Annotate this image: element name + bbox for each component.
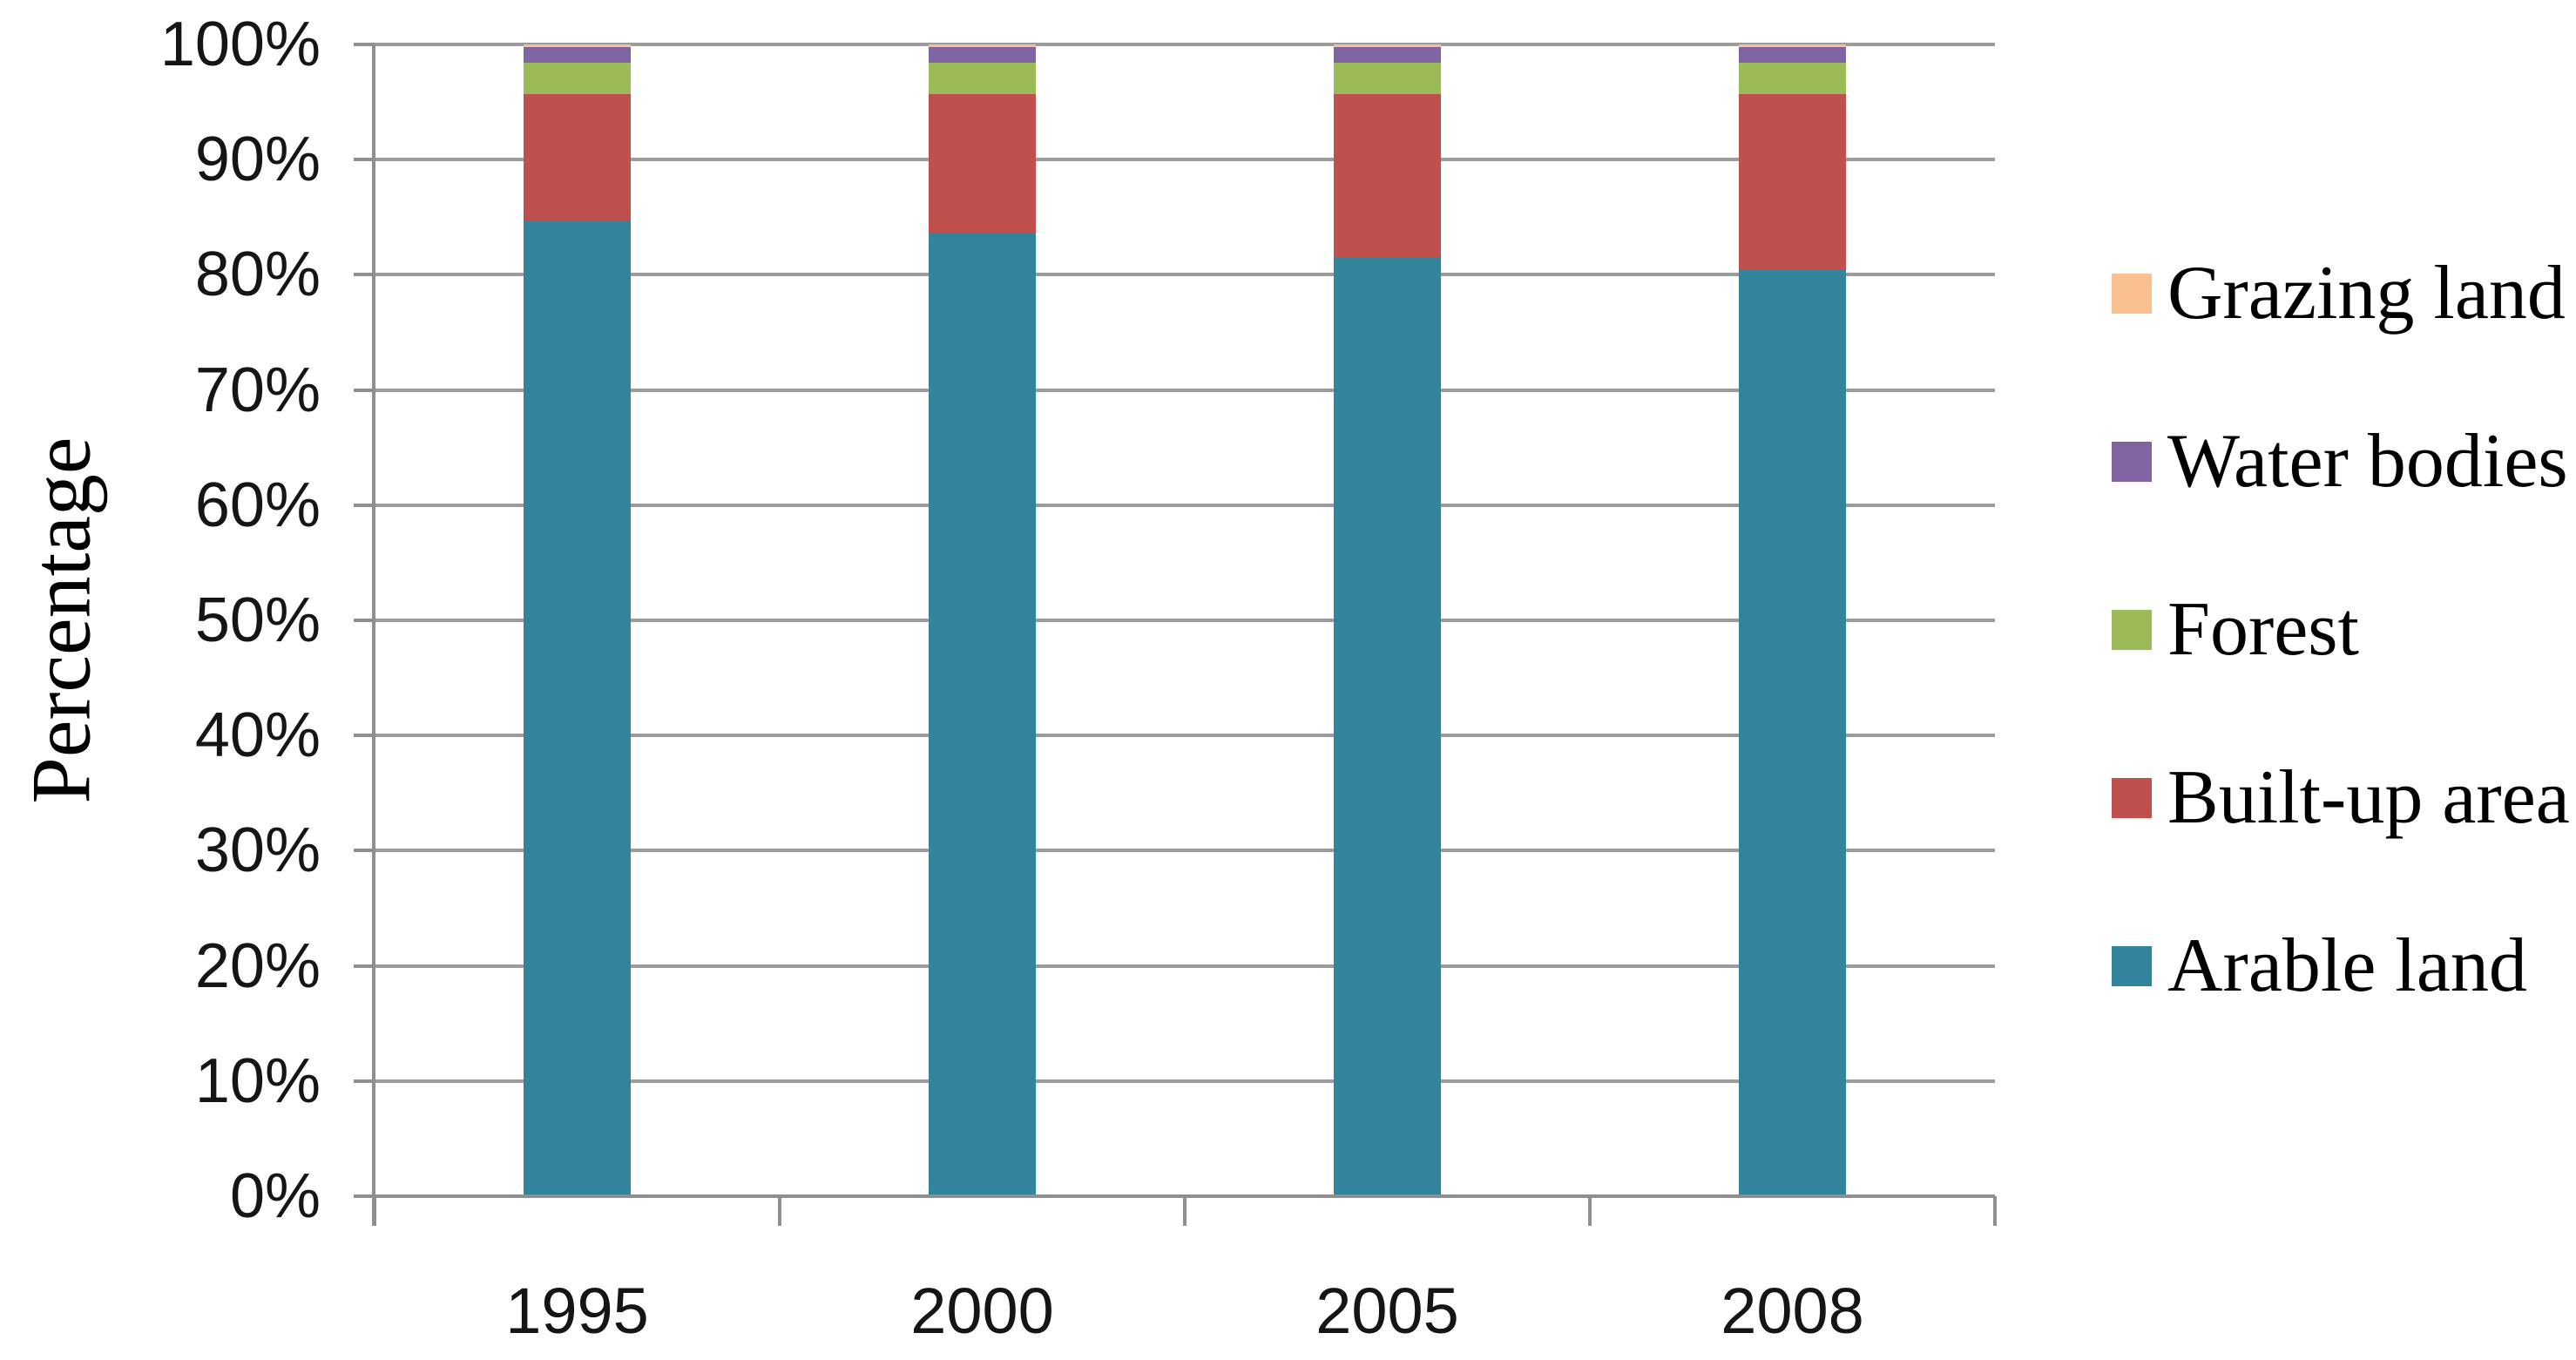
y-axis-line [372,44,375,1226]
bar-segment-built-up-area-1995 [524,93,631,221]
y-tick-mark-0 [354,1194,375,1198]
y-tick-mark-80 [354,273,375,277]
legend-label: Arable land [2167,924,2527,1008]
y-tick-label-100: 100% [159,10,321,79]
legend-swatch-water-bodies [2112,442,2152,482]
gridline-60 [375,503,1995,507]
gridline-100 [375,43,1995,46]
plot-area [375,43,1995,1198]
bar-segment-grazing-land-2008 [1739,44,1846,47]
gridline-20 [375,964,1995,968]
x-tick-mark-4 [1993,1196,1997,1226]
legend-item-arable-land: Arable land [2112,923,2570,1010]
x-axis-label-2008: 2008 [1721,1275,1864,1347]
y-tick-mark-30 [354,849,375,853]
y-tick-label-0: 0% [229,1161,321,1231]
legend-swatch-forest [2112,610,2152,650]
bar-segment-forest-2008 [1739,63,1846,94]
bar-segment-arable-land-1995 [524,220,631,1196]
y-tick-mark-20 [354,964,375,968]
legend-label: Forest [2167,587,2359,672]
y-tick-label-40: 40% [194,700,321,771]
bar-segment-grazing-land-2005 [1334,44,1441,47]
y-tick-mark-90 [354,158,375,162]
bar-segment-arable-land-2005 [1334,257,1441,1196]
y-tick-mark-100 [354,43,375,46]
bar-segment-forest-2000 [929,63,1036,94]
legend-swatch-arable-land [2112,946,2152,986]
y-tick-label-70: 70% [194,355,321,425]
bar-segment-forest-1995 [524,63,631,94]
y-tick-label-30: 30% [194,815,321,886]
legend: Grazing land Water bodies Forest Built-up a… [2112,250,2570,1010]
bar-segment-water-bodies-2005 [1334,46,1441,64]
x-tick-mark-0 [373,1196,376,1226]
bar-segment-grazing-land-1995 [524,44,631,47]
bar-segment-water-bodies-2000 [929,46,1036,64]
bar-segment-arable-land-2008 [1739,270,1846,1196]
gridline-70 [375,388,1995,392]
bar-segment-arable-land-2000 [929,232,1036,1196]
y-tick-mark-40 [354,734,375,738]
bar-segment-forest-2005 [1334,63,1441,94]
legend-swatch-built-up-area [2112,778,2152,818]
gridline-50 [375,619,1995,622]
y-tick-mark-60 [354,503,375,507]
bar-segment-grazing-land-2000 [929,44,1036,47]
legend-item-grazing-land: Grazing land [2112,250,2570,337]
legend-label: Water bodies [2167,419,2568,504]
legend-item-water-bodies: Water bodies [2112,418,2570,505]
y-tick-label-20: 20% [194,930,321,1001]
bar-segment-built-up-area-2005 [1334,93,1441,258]
y-tick-mark-10 [354,1079,375,1083]
legend-swatch-grazing-land [2112,274,2152,314]
x-tick-mark-3 [1588,1196,1592,1226]
bar-segment-built-up-area-2000 [929,93,1036,233]
bar-segment-water-bodies-1995 [524,46,631,64]
y-tick-mark-50 [354,619,375,622]
y-tick-label-80: 80% [194,240,321,310]
legend-label: Built-up area [2167,755,2570,840]
y-tick-label-90: 90% [194,125,321,195]
y-tick-label-60: 60% [194,470,321,540]
x-tick-mark-2 [1183,1196,1187,1226]
legend-item-built-up-area: Built-up area [2112,754,2570,842]
x-tick-mark-1 [778,1196,781,1226]
x-axis-label-1995: 1995 [505,1275,649,1347]
gridline-40 [375,734,1995,738]
x-axis-label-2005: 2005 [1315,1275,1459,1347]
gridline-10 [375,1079,1995,1083]
legend-label: Grazing land [2167,251,2566,335]
y-tick-mark-70 [354,388,375,392]
legend-item-forest: Forest [2112,586,2570,673]
gridline-30 [375,849,1995,853]
bar-segment-water-bodies-2008 [1739,46,1846,64]
bar-segment-built-up-area-2008 [1739,93,1846,271]
y-tick-label-50: 50% [194,585,321,655]
gridline-90 [375,158,1995,162]
gridline-80 [375,273,1995,277]
x-axis-label-2000: 2000 [910,1275,1054,1347]
y-tick-label-10: 10% [194,1045,321,1116]
